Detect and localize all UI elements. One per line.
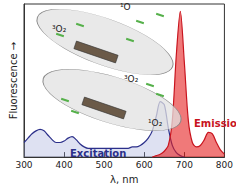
svg-text:300: 300 xyxy=(15,160,32,170)
svg-text:Fluorescence →: Fluorescence → xyxy=(8,42,19,119)
svg-text:Excitation: Excitation xyxy=(70,148,126,159)
svg-text:400: 400 xyxy=(55,160,72,170)
svg-text:³O₂: ³O₂ xyxy=(124,74,139,84)
svg-text:¹O: ¹O xyxy=(120,2,131,12)
svg-text:700: 700 xyxy=(176,160,193,170)
svg-text:500: 500 xyxy=(96,160,113,170)
svg-text:λ, nm: λ, nm xyxy=(110,174,138,185)
svg-text:¹O₂: ¹O₂ xyxy=(148,118,163,128)
svg-text:³O₂: ³O₂ xyxy=(52,24,67,34)
svg-text:600: 600 xyxy=(136,160,153,170)
svg-text:800: 800 xyxy=(216,160,233,170)
svg-text:Emission: Emission xyxy=(194,118,236,129)
